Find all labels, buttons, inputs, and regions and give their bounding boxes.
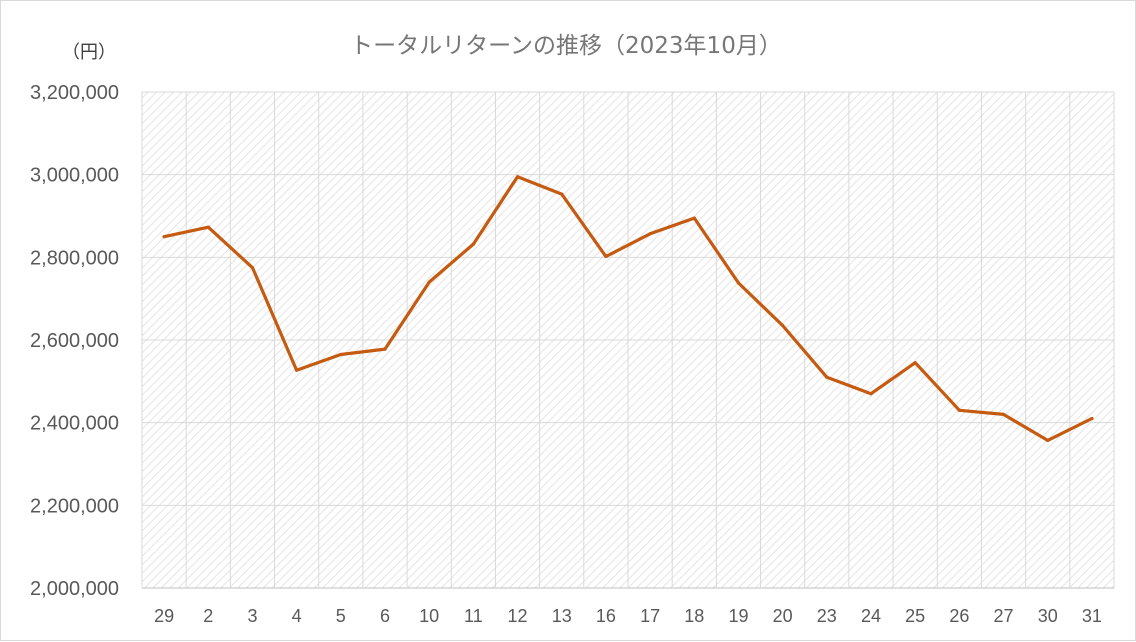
x-tick-label: 26 [949, 606, 969, 626]
y-tick-label: 2,200,000 [30, 495, 119, 517]
x-axis-ticks: 29 2 3 4 5 6 10 11 12 13 16 17 18 19 20 23 24 25 26 27 30 31 [154, 606, 1102, 626]
x-tick-label: 24 [861, 606, 881, 626]
y-tick-label: 2,400,000 [30, 413, 119, 435]
series-layer [162, 175, 1094, 443]
y-tick-label: 3,000,000 [30, 165, 119, 187]
x-tick-label: 2 [203, 606, 213, 626]
data-point [913, 361, 917, 365]
data-point [206, 225, 210, 229]
data-point [515, 175, 520, 179]
data-point [781, 323, 785, 328]
gridlines [141, 91, 1115, 589]
chart-title: トータルリターンの推移（2023年10月） [350, 33, 782, 59]
x-tick-label: 30 [1038, 606, 1058, 626]
data-point [1090, 416, 1094, 421]
x-tick-label: 31 [1082, 606, 1102, 626]
data-point [1001, 412, 1006, 416]
x-tick-label: 18 [684, 606, 704, 626]
x-tick-label: 20 [773, 606, 793, 626]
data-point [383, 347, 387, 351]
data-point [471, 242, 475, 246]
x-tick-label: 6 [380, 606, 390, 626]
data-point [869, 392, 873, 396]
series-line [162, 175, 1094, 442]
data-point [339, 352, 343, 357]
x-tick-label: 5 [336, 606, 346, 626]
x-tick-label: 11 [464, 606, 483, 626]
data-point [825, 375, 829, 379]
x-tick-label: 12 [508, 606, 528, 626]
y-axis-ticks: 2,000,000 2,200,000 2,400,000 2,600,000 2,80… [30, 82, 119, 600]
x-tick-label: 29 [154, 606, 174, 626]
data-point [250, 266, 255, 270]
data-point [692, 216, 696, 220]
data-point [648, 232, 652, 236]
x-tick-label: 17 [640, 606, 660, 626]
x-tick-label: 4 [292, 606, 302, 626]
data-point [736, 281, 741, 285]
data-point [560, 192, 564, 196]
data-point [604, 254, 608, 259]
y-tick-label: 2,600,000 [30, 330, 119, 352]
data-point [295, 368, 299, 372]
y-axis-unit-label: （円） [62, 42, 116, 63]
x-tick-label: 25 [905, 606, 925, 626]
x-tick-label: 19 [728, 606, 748, 626]
y-tick-label: 2,000,000 [30, 578, 119, 600]
y-tick-label: 3,200,000 [30, 82, 119, 104]
y-tick-label: 2,800,000 [30, 247, 119, 269]
data-point [162, 235, 166, 239]
data-point [427, 280, 431, 284]
x-tick-label: 10 [419, 606, 439, 626]
x-tick-label: 16 [596, 606, 616, 626]
data-point [1046, 438, 1050, 443]
x-tick-label: 3 [247, 606, 257, 626]
data-point [957, 408, 961, 412]
x-tick-label: 27 [994, 606, 1014, 626]
x-tick-label: 23 [817, 606, 837, 626]
x-tick-label: 13 [552, 606, 572, 626]
